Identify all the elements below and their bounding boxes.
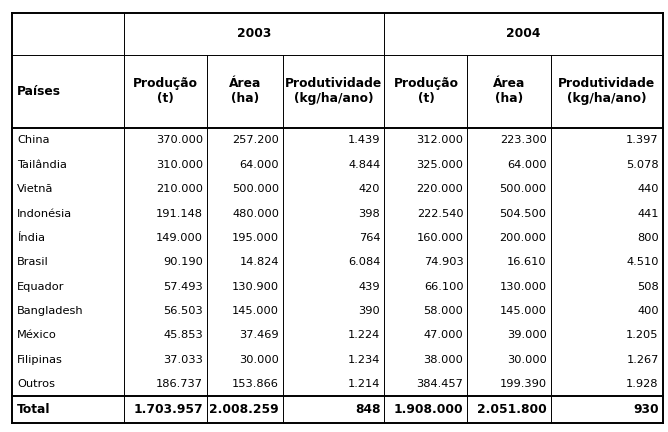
Text: 800: 800: [637, 233, 659, 243]
Text: 5.078: 5.078: [626, 160, 659, 170]
Text: 400: 400: [637, 306, 659, 316]
Text: 64.000: 64.000: [240, 160, 279, 170]
Text: 222.540: 222.540: [417, 209, 464, 219]
Text: 1.205: 1.205: [626, 330, 659, 340]
Text: 199.390: 199.390: [500, 379, 546, 389]
Text: 440: 440: [637, 184, 659, 194]
Text: 1.234: 1.234: [348, 355, 380, 365]
Text: 145.000: 145.000: [232, 306, 279, 316]
Text: 930: 930: [633, 403, 659, 416]
Text: 2.051.800: 2.051.800: [477, 403, 546, 416]
Text: 145.000: 145.000: [500, 306, 546, 316]
Text: 1.397: 1.397: [626, 136, 659, 146]
Text: 390: 390: [359, 306, 380, 316]
Text: 30.000: 30.000: [507, 355, 546, 365]
Text: 74.903: 74.903: [424, 257, 464, 267]
Text: Total: Total: [17, 403, 51, 416]
Text: 45.853: 45.853: [164, 330, 203, 340]
Text: Equador: Equador: [17, 282, 65, 292]
Text: 200.000: 200.000: [500, 233, 546, 243]
Text: 16.610: 16.610: [507, 257, 546, 267]
Text: 257.200: 257.200: [232, 136, 279, 146]
Text: 57.493: 57.493: [164, 282, 203, 292]
Text: 64.000: 64.000: [507, 160, 546, 170]
Text: 508: 508: [637, 282, 659, 292]
Text: 325.000: 325.000: [416, 160, 464, 170]
Text: 223.300: 223.300: [500, 136, 546, 146]
Text: 1.267: 1.267: [627, 355, 659, 365]
Text: 14.824: 14.824: [240, 257, 279, 267]
Text: 191.148: 191.148: [156, 209, 203, 219]
Text: Área
(ha): Área (ha): [229, 77, 261, 105]
Text: Produção
(t): Produção (t): [133, 77, 198, 105]
Text: 4.510: 4.510: [626, 257, 659, 267]
Text: 384.457: 384.457: [417, 379, 464, 389]
Text: 66.100: 66.100: [424, 282, 464, 292]
Text: 2004: 2004: [506, 27, 540, 40]
Text: 56.503: 56.503: [164, 306, 203, 316]
Text: 130.900: 130.900: [232, 282, 279, 292]
Text: 500.000: 500.000: [232, 184, 279, 194]
Text: 90.190: 90.190: [164, 257, 203, 267]
Text: 1.439: 1.439: [348, 136, 380, 146]
Text: 2003: 2003: [237, 27, 271, 40]
Text: 153.866: 153.866: [232, 379, 279, 389]
Text: 1.928: 1.928: [626, 379, 659, 389]
Text: China: China: [17, 136, 50, 146]
Text: 1.224: 1.224: [348, 330, 380, 340]
Text: Bangladesh: Bangladesh: [17, 306, 84, 316]
Text: 186.737: 186.737: [156, 379, 203, 389]
Text: 848: 848: [355, 403, 380, 416]
Text: Filipinas: Filipinas: [17, 355, 63, 365]
Text: Produtividade
(kg/ha/ano): Produtividade (kg/ha/ano): [285, 77, 382, 105]
Text: 37.469: 37.469: [240, 330, 279, 340]
Text: Produtividade
(kg/ha/ano): Produtividade (kg/ha/ano): [558, 77, 655, 105]
Text: Área
(ha): Área (ha): [493, 77, 525, 105]
Text: 370.000: 370.000: [156, 136, 203, 146]
Text: Outros: Outros: [17, 379, 55, 389]
Text: Tailândia: Tailândia: [17, 160, 67, 170]
Text: 38.000: 38.000: [424, 355, 464, 365]
Text: 420: 420: [359, 184, 380, 194]
Text: 312.000: 312.000: [416, 136, 464, 146]
Text: 441: 441: [637, 209, 659, 219]
Text: 149.000: 149.000: [156, 233, 203, 243]
Text: 398: 398: [359, 209, 380, 219]
Text: 310.000: 310.000: [156, 160, 203, 170]
Text: 1.908.000: 1.908.000: [394, 403, 464, 416]
Text: 764: 764: [359, 233, 380, 243]
Text: 58.000: 58.000: [424, 306, 464, 316]
Text: Indonésia: Indonésia: [17, 209, 73, 219]
Text: 1.703.957: 1.703.957: [134, 403, 203, 416]
Text: 4.844: 4.844: [348, 160, 380, 170]
Text: 2.008.259: 2.008.259: [210, 403, 279, 416]
Text: Países: Países: [17, 85, 61, 98]
Text: 37.033: 37.033: [164, 355, 203, 365]
Text: 195.000: 195.000: [232, 233, 279, 243]
Text: Vietnã: Vietnã: [17, 184, 53, 194]
Text: Índia: Índia: [17, 233, 45, 243]
Text: 439: 439: [359, 282, 380, 292]
Text: 210.000: 210.000: [156, 184, 203, 194]
Text: 504.500: 504.500: [500, 209, 546, 219]
Text: 480.000: 480.000: [232, 209, 279, 219]
Text: Brasil: Brasil: [17, 257, 49, 267]
Text: 47.000: 47.000: [424, 330, 464, 340]
Text: 220.000: 220.000: [417, 184, 464, 194]
Text: 130.000: 130.000: [500, 282, 546, 292]
Text: 160.000: 160.000: [416, 233, 464, 243]
Text: 1.214: 1.214: [348, 379, 380, 389]
Text: Produção
(t): Produção (t): [393, 77, 458, 105]
Text: 6.084: 6.084: [348, 257, 380, 267]
Text: México: México: [17, 330, 57, 340]
Text: 39.000: 39.000: [507, 330, 546, 340]
Text: 30.000: 30.000: [239, 355, 279, 365]
Text: 500.000: 500.000: [500, 184, 546, 194]
